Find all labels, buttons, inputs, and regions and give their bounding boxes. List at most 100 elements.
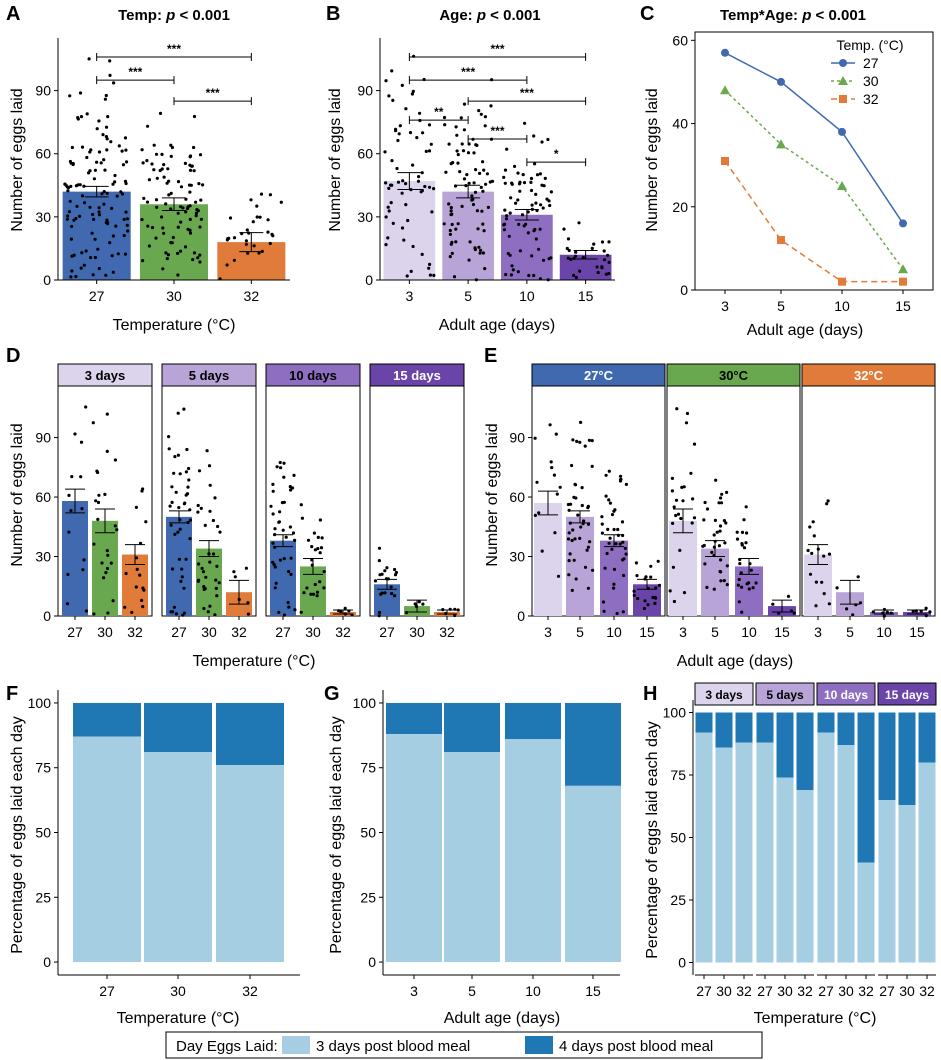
panel-g-xlabel: Adult age (days): [444, 1010, 561, 1027]
panel-d-point: [80, 507, 84, 511]
panel-b-ytick-label: 0: [365, 272, 373, 288]
panel-d-point: [105, 449, 109, 453]
panel-h-ytick-label: 50: [670, 830, 686, 846]
panel-b-ytick-label: 30: [357, 209, 373, 225]
panel-b-point: [473, 190, 478, 194]
panel-a-point: [115, 194, 119, 198]
panel-g-bar-day4: [565, 702, 621, 786]
panel-a-point: [169, 154, 173, 158]
panel-b-point: [479, 248, 483, 252]
panel-e-point: [586, 506, 590, 510]
panel-e-xtick-label: 5: [846, 624, 854, 640]
panel-c-ylabel: Number of eggs laid: [644, 88, 661, 231]
panel-g-ytick-label: 0: [368, 954, 376, 970]
panel-a-point: [104, 125, 109, 129]
panel-f-ytick-label: 25: [35, 889, 51, 905]
panel-e-point: [572, 558, 576, 562]
panel-a-point: [188, 228, 192, 232]
panel-d-point: [142, 588, 146, 592]
panel-b-sig-label: *: [554, 147, 559, 161]
panel-a-point: [187, 183, 192, 187]
panel-a-point: [105, 220, 109, 224]
panel-b-ytick-label: 60: [357, 146, 373, 162]
panel-h-bar-day4: [796, 712, 814, 790]
panel-a-point: [228, 216, 233, 220]
panel-e-point: [928, 610, 932, 614]
panel-d-point: [277, 520, 281, 524]
panel-d-point: [315, 594, 319, 598]
panel-b-point: [516, 198, 520, 202]
panel-a-point: [141, 161, 145, 165]
panel-d-xtick-label: 30: [201, 624, 217, 640]
panel-e-point: [671, 565, 676, 569]
panel-b-point: [607, 260, 611, 264]
panel-d-point: [97, 493, 101, 497]
panel-d-ytick-label: 0: [43, 608, 51, 624]
panel-a-point: [147, 178, 151, 182]
panel-e-point: [845, 607, 849, 611]
panel-a-point: [251, 220, 255, 224]
panel-c-title-part: p: [801, 7, 811, 24]
panel-a-point: [166, 253, 170, 257]
panel-b-point: [408, 131, 413, 135]
panel-d-point: [185, 447, 189, 452]
panel-e-point: [725, 564, 729, 568]
panel-c-ytick-label: 40: [672, 116, 688, 132]
panel-a-point: [111, 270, 115, 274]
panel-e-point: [618, 479, 623, 483]
panel-a-point: [167, 193, 171, 197]
panel-a-point: [140, 148, 144, 152]
panel-a-point: [105, 148, 109, 152]
panel-b-point: [529, 176, 534, 181]
panel-a-point: [103, 97, 107, 101]
panel-h-bar-day3: [918, 762, 936, 963]
panel-d-point: [201, 570, 206, 574]
panel-e-point: [689, 471, 693, 475]
panel-a-title-part: Temp:: [118, 7, 166, 24]
panel-e-point: [754, 581, 758, 585]
panel-b-point: [460, 204, 464, 208]
panel-e-point: [749, 568, 753, 572]
panel-a-point: [160, 167, 164, 171]
panel-e-point: [573, 537, 577, 541]
panel-e-point: [678, 548, 682, 553]
panel-h-xtick-label: 32: [919, 983, 935, 999]
panel-b-point: [517, 182, 522, 186]
panel-b-point: [538, 172, 543, 176]
panel-e-point: [572, 495, 576, 499]
panel-letter-G: G: [324, 683, 340, 705]
panel-e-xtick-label: 3: [544, 624, 552, 640]
panel-d-point: [389, 585, 393, 589]
panel-e-point: [571, 438, 575, 442]
panel-f-bar-day3: [216, 765, 284, 963]
panel-a-point: [110, 206, 114, 210]
panel-d-point: [274, 581, 278, 585]
panel-b-point: [503, 208, 507, 212]
panel-b-sig-label: ***: [490, 124, 504, 138]
panel-h-bar-day3: [735, 742, 753, 963]
panel-d-point: [92, 542, 96, 546]
panel-d-point: [92, 612, 96, 616]
panel-d-strip-label: 15 days: [393, 368, 441, 383]
panel-b-title-part: < 0.001: [486, 7, 541, 24]
panel-d-point: [177, 557, 181, 561]
panel-b-point: [448, 228, 452, 233]
panel-a-point: [85, 112, 89, 116]
panel-d-point: [299, 610, 303, 614]
panel-e-point: [722, 519, 727, 523]
panel-e-point: [702, 543, 706, 548]
panel-b-point: [533, 227, 537, 232]
panel-b-point: [574, 275, 579, 280]
panel-a-point: [85, 155, 89, 160]
panel-b-point: [534, 192, 538, 196]
panel-d-xtick-label: 30: [97, 624, 113, 640]
panel-a-point: [78, 214, 82, 218]
panel-a-point: [110, 254, 114, 258]
panel-b-point: [389, 201, 393, 205]
panel-c-ytick-label: 0: [680, 282, 688, 298]
panel-a-point: [74, 274, 78, 279]
panel-d-point: [244, 566, 248, 570]
panel-d-point: [109, 561, 113, 565]
panel-b-point: [479, 185, 483, 189]
panel-a-point: [116, 252, 120, 256]
